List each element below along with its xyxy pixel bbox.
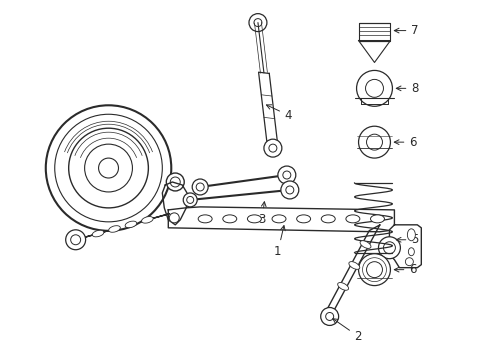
Text: 2: 2 (332, 319, 361, 343)
Ellipse shape (407, 229, 414, 241)
Ellipse shape (271, 215, 285, 223)
Ellipse shape (296, 215, 310, 223)
Circle shape (268, 144, 276, 152)
Circle shape (365, 80, 383, 97)
Ellipse shape (359, 241, 370, 248)
Circle shape (71, 235, 81, 245)
Ellipse shape (125, 221, 137, 228)
Polygon shape (258, 72, 278, 149)
Ellipse shape (141, 217, 153, 223)
Ellipse shape (223, 215, 236, 223)
Ellipse shape (337, 283, 348, 290)
Ellipse shape (407, 248, 413, 256)
Text: 4: 4 (266, 105, 292, 122)
Text: 6: 6 (393, 263, 416, 276)
Circle shape (46, 105, 171, 231)
Ellipse shape (247, 215, 261, 223)
Circle shape (253, 19, 262, 27)
Ellipse shape (370, 215, 384, 223)
Ellipse shape (108, 226, 120, 232)
Circle shape (320, 307, 338, 325)
Circle shape (192, 179, 208, 195)
Polygon shape (162, 182, 188, 225)
Circle shape (186, 197, 193, 203)
Circle shape (358, 126, 389, 158)
Circle shape (325, 312, 333, 320)
Ellipse shape (92, 230, 103, 237)
Circle shape (277, 166, 295, 184)
Circle shape (183, 193, 197, 207)
Text: 7: 7 (393, 24, 418, 37)
Ellipse shape (321, 215, 335, 223)
Circle shape (383, 242, 395, 254)
Text: 5: 5 (395, 233, 418, 246)
Circle shape (282, 171, 290, 179)
Ellipse shape (345, 215, 359, 223)
Text: 6: 6 (393, 136, 416, 149)
Circle shape (196, 183, 203, 191)
Circle shape (170, 177, 180, 187)
Polygon shape (324, 225, 379, 314)
Circle shape (358, 254, 389, 285)
Circle shape (68, 128, 148, 208)
Circle shape (84, 144, 132, 192)
Circle shape (248, 14, 266, 32)
Circle shape (169, 213, 179, 223)
Text: 1: 1 (274, 226, 285, 258)
Circle shape (356, 71, 392, 106)
Ellipse shape (198, 215, 212, 223)
Circle shape (166, 173, 184, 191)
Polygon shape (71, 214, 169, 241)
Circle shape (280, 181, 298, 199)
Circle shape (264, 139, 281, 157)
Polygon shape (168, 207, 394, 232)
Text: 3: 3 (258, 202, 265, 226)
Circle shape (378, 237, 400, 259)
Circle shape (55, 114, 162, 222)
Polygon shape (358, 41, 389, 62)
Circle shape (65, 230, 85, 250)
Circle shape (99, 158, 118, 178)
Text: 8: 8 (395, 82, 418, 95)
Circle shape (366, 134, 382, 150)
Ellipse shape (348, 262, 359, 269)
Bar (358, 23, 389, 41)
Circle shape (405, 258, 412, 266)
Polygon shape (388, 225, 421, 268)
Circle shape (285, 186, 293, 194)
Circle shape (366, 262, 382, 278)
